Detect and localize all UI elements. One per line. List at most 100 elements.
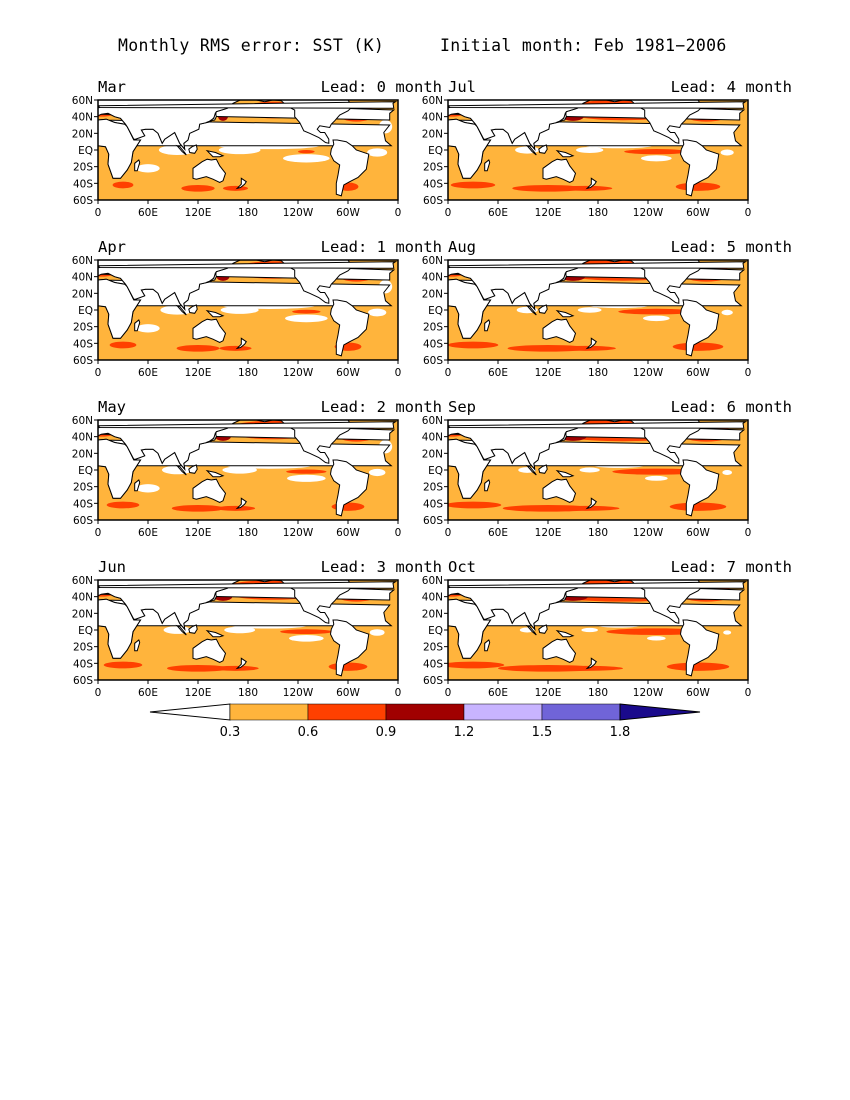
land-madagascar — [134, 639, 141, 652]
land-uk — [98, 421, 398, 429]
land-new-guinea — [555, 469, 575, 478]
colorbar-label: 1.2 — [454, 725, 475, 740]
lon-tick-label: 0 — [395, 207, 402, 219]
colorbar-label: 0.9 — [376, 725, 397, 740]
lat-tick-label: 40S — [73, 178, 93, 190]
lon-tick-label: 60W — [336, 527, 360, 539]
land-australia — [192, 638, 227, 664]
lat-tick-label: 20N — [422, 608, 443, 620]
field-low-atlantic — [369, 629, 385, 636]
land-uk — [98, 101, 398, 109]
field-mid-agulhas — [450, 181, 496, 189]
colorbar: 0.3 0.6 0.9 1.2 1.5 1.8 — [149, 703, 701, 740]
lat-tick-label: 60S — [423, 675, 443, 687]
field-low-southpacific — [283, 154, 330, 163]
field-low-warmpool — [224, 626, 256, 634]
field-mid-tasman — [548, 665, 623, 671]
lat-tick-label: 20S — [423, 162, 443, 174]
figure-title: Monthly RMS error: SST (K) — [118, 36, 385, 55]
field-mid-southindian — [167, 665, 229, 672]
lon-tick-label: 60E — [488, 687, 508, 699]
lat-tick-label: 60N — [72, 255, 93, 267]
rms-field — [448, 420, 748, 520]
lon-tick-label: 180 — [238, 687, 258, 699]
field-low-atlantic — [368, 468, 386, 477]
lat-tick-label: 60S — [423, 195, 443, 207]
land-south-america — [329, 619, 370, 677]
lat-tick-label: 20N — [422, 288, 443, 300]
lat-tick-label: 60S — [73, 675, 93, 687]
land-borneo — [538, 304, 548, 314]
lat-tick-label: 20S — [423, 642, 443, 654]
panel-lead-label: Lead: 5 month — [670, 238, 792, 256]
lon-tick-label: 0 — [445, 367, 452, 379]
lon-tick-label: 0 — [95, 527, 102, 539]
land-europe-asia-wrap — [448, 580, 599, 631]
land-new-zealand — [585, 177, 597, 190]
lon-tick-label: 180 — [238, 367, 258, 379]
field-low-southpacific — [647, 636, 666, 641]
land-borneo — [188, 304, 198, 314]
lon-tick-label: 120E — [185, 367, 212, 379]
lat-tick-label: 40N — [72, 112, 93, 124]
land-europe-asia-wrap — [98, 260, 249, 311]
lat-tick-label: 20S — [73, 482, 93, 494]
field-mid-tasman — [223, 185, 248, 191]
land-madagascar — [134, 159, 141, 172]
colorbar-segment — [463, 703, 543, 721]
lat-tick-label: 40N — [422, 272, 443, 284]
colorbar-label: 0.6 — [298, 725, 319, 740]
land-borneo — [538, 624, 548, 634]
lon-tick-label: 120E — [185, 207, 212, 219]
land-new-guinea — [205, 149, 225, 158]
lon-tick-label: 180 — [588, 527, 608, 539]
land-madagascar — [134, 479, 141, 492]
land-europe-asia-wrap — [448, 100, 599, 151]
lat-tick-label: 20S — [73, 322, 93, 334]
lat-tick-label: 40S — [73, 658, 93, 670]
lat-tick-label: 40N — [72, 592, 93, 604]
field-low-southpacific — [289, 635, 324, 642]
panel-month-label: Jul — [448, 78, 476, 96]
land-new-zealand — [235, 497, 247, 510]
land-new-guinea — [555, 149, 575, 158]
lon-tick-label: 180 — [588, 687, 608, 699]
lon-tick-label: 0 — [95, 367, 102, 379]
field-mid-malvinas — [669, 502, 727, 511]
lat-tick-label: 20N — [72, 608, 93, 620]
field-mid-agulhas — [112, 181, 134, 189]
land-japan — [556, 592, 567, 603]
lon-tick-label: 180 — [588, 367, 608, 379]
lat-tick-label: EQ — [428, 465, 443, 477]
land-new-zealand — [585, 337, 597, 350]
land-new-zealand — [585, 497, 597, 510]
land-south-america — [679, 619, 720, 677]
lat-tick-label: 60N — [422, 95, 443, 107]
land-borneo — [188, 624, 198, 634]
land-sumatra — [175, 304, 187, 316]
lat-tick-label: 60S — [73, 355, 93, 367]
field-mid-malvinas — [666, 662, 730, 671]
field-mid-southindian — [181, 185, 215, 192]
land-south-america — [329, 459, 370, 517]
panel-month-label: Oct — [448, 558, 476, 576]
land-australia — [542, 158, 577, 184]
field-mid-malvinas — [328, 662, 368, 671]
land-sumatra — [525, 144, 537, 156]
land-madagascar — [484, 319, 491, 332]
lon-tick-label: 0 — [395, 687, 402, 699]
lat-tick-label: 40S — [423, 658, 443, 670]
lon-tick-label: 60E — [138, 207, 158, 219]
field-mid-cold-tongue — [298, 150, 315, 154]
lat-tick-label: 60N — [72, 95, 93, 107]
field-mid-malvinas — [675, 182, 721, 191]
field-mid-southindian — [171, 505, 225, 512]
lat-tick-label: EQ — [78, 465, 93, 477]
lat-tick-label: 40S — [73, 338, 93, 350]
field-mid-cold-tongue — [612, 468, 701, 475]
lat-tick-label: 60N — [72, 575, 93, 587]
lon-tick-label: 0 — [745, 687, 752, 699]
